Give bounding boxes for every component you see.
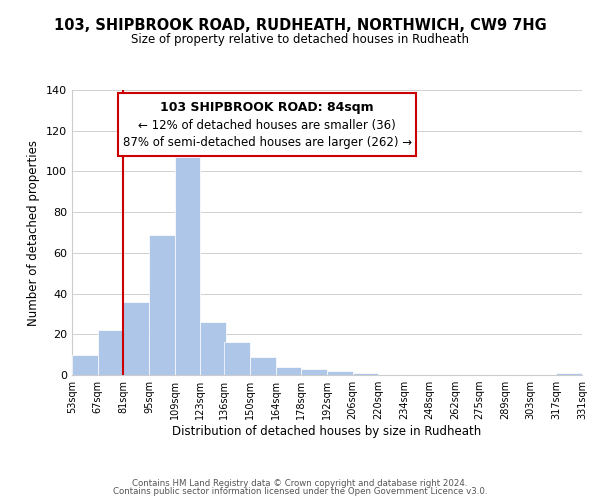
Bar <box>250 356 275 375</box>
Bar <box>200 322 226 375</box>
Bar <box>301 369 327 375</box>
X-axis label: Distribution of detached houses by size in Rudheath: Distribution of detached houses by size … <box>172 425 482 438</box>
Y-axis label: Number of detached properties: Number of detached properties <box>28 140 40 326</box>
Text: Size of property relative to detached houses in Rudheath: Size of property relative to detached ho… <box>131 32 469 46</box>
Bar <box>353 373 379 375</box>
Bar <box>275 367 301 375</box>
Bar <box>556 373 582 375</box>
Text: ← 12% of detached houses are smaller (36): ← 12% of detached houses are smaller (36… <box>138 119 396 132</box>
Bar <box>149 234 175 375</box>
Text: 103, SHIPBROOK ROAD, RUDHEATH, NORTHWICH, CW9 7HG: 103, SHIPBROOK ROAD, RUDHEATH, NORTHWICH… <box>53 18 547 32</box>
Text: 87% of semi-detached houses are larger (262) →: 87% of semi-detached houses are larger (… <box>122 136 412 149</box>
Text: Contains public sector information licensed under the Open Government Licence v3: Contains public sector information licen… <box>113 487 487 496</box>
Bar <box>327 371 353 375</box>
Bar <box>224 342 250 375</box>
FancyBboxPatch shape <box>118 93 416 156</box>
Bar <box>175 157 200 375</box>
Bar <box>72 354 98 375</box>
Text: 103 SHIPBROOK ROAD: 84sqm: 103 SHIPBROOK ROAD: 84sqm <box>160 100 374 114</box>
Bar <box>124 302 149 375</box>
Bar <box>98 330 124 375</box>
Text: Contains HM Land Registry data © Crown copyright and database right 2024.: Contains HM Land Registry data © Crown c… <box>132 478 468 488</box>
